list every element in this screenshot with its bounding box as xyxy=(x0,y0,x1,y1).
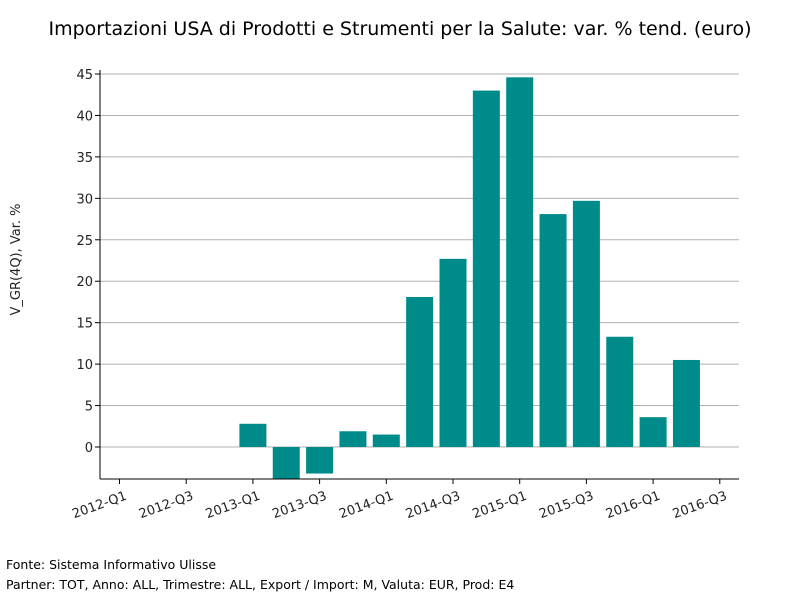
bar xyxy=(272,447,300,479)
bar xyxy=(306,447,334,474)
x-tick-label: 2013-Q3 xyxy=(270,489,328,523)
x-tick-label: 2015-Q3 xyxy=(537,489,595,523)
y-tick-label: 45 xyxy=(76,68,93,83)
source-note: Fonte: Sistema Informativo Ulisse xyxy=(6,557,217,572)
y-tick-label: 5 xyxy=(85,400,93,415)
axes xyxy=(95,70,739,484)
bar xyxy=(239,423,267,447)
x-tick-label: 2016-Q1 xyxy=(604,489,662,523)
y-tick-label: 20 xyxy=(76,275,93,290)
y-tick-label: 10 xyxy=(76,358,93,373)
bar xyxy=(606,336,634,447)
y-tick-label: 15 xyxy=(76,317,93,332)
bar xyxy=(639,417,667,447)
y-tick-label: 40 xyxy=(76,109,93,124)
bar xyxy=(506,77,534,447)
bar xyxy=(339,431,367,447)
y-tick-label: 0 xyxy=(85,441,93,456)
x-tick-label: 2012-Q1 xyxy=(70,489,128,523)
parameters-note: Partner: TOT, Anno: ALL, Trimestre: ALL,… xyxy=(6,577,515,592)
x-tick-label: 2012-Q3 xyxy=(137,489,195,523)
chart-title: Importazioni USA di Prodotti e Strumenti… xyxy=(48,18,752,40)
y-tick-label: 30 xyxy=(76,192,93,207)
bar xyxy=(372,434,400,447)
x-tick-label: 2016-Q3 xyxy=(671,489,729,523)
y-tick-labels: 0 5 10 15 20 25 30 35 40 45 xyxy=(76,68,93,456)
bars xyxy=(239,77,700,479)
bar xyxy=(406,296,434,447)
x-tick-labels: 2012-Q1 2012-Q3 2013-Q1 2013-Q3 2014-Q1 2014-… xyxy=(70,489,729,523)
y-tick-label: 35 xyxy=(76,151,93,166)
bar xyxy=(572,200,600,447)
bar xyxy=(539,214,567,447)
y-axis-title: V_GR(4Q), Var. % xyxy=(9,203,24,315)
y-tick-label: 25 xyxy=(76,234,93,249)
x-tick-label: 2014-Q1 xyxy=(337,489,395,523)
bar xyxy=(672,359,700,447)
bar xyxy=(439,258,467,447)
bar xyxy=(472,90,500,448)
x-tick-label: 2013-Q1 xyxy=(204,489,262,523)
x-tick-label: 2015-Q1 xyxy=(471,489,529,523)
x-tick-label: 2014-Q3 xyxy=(404,489,462,523)
